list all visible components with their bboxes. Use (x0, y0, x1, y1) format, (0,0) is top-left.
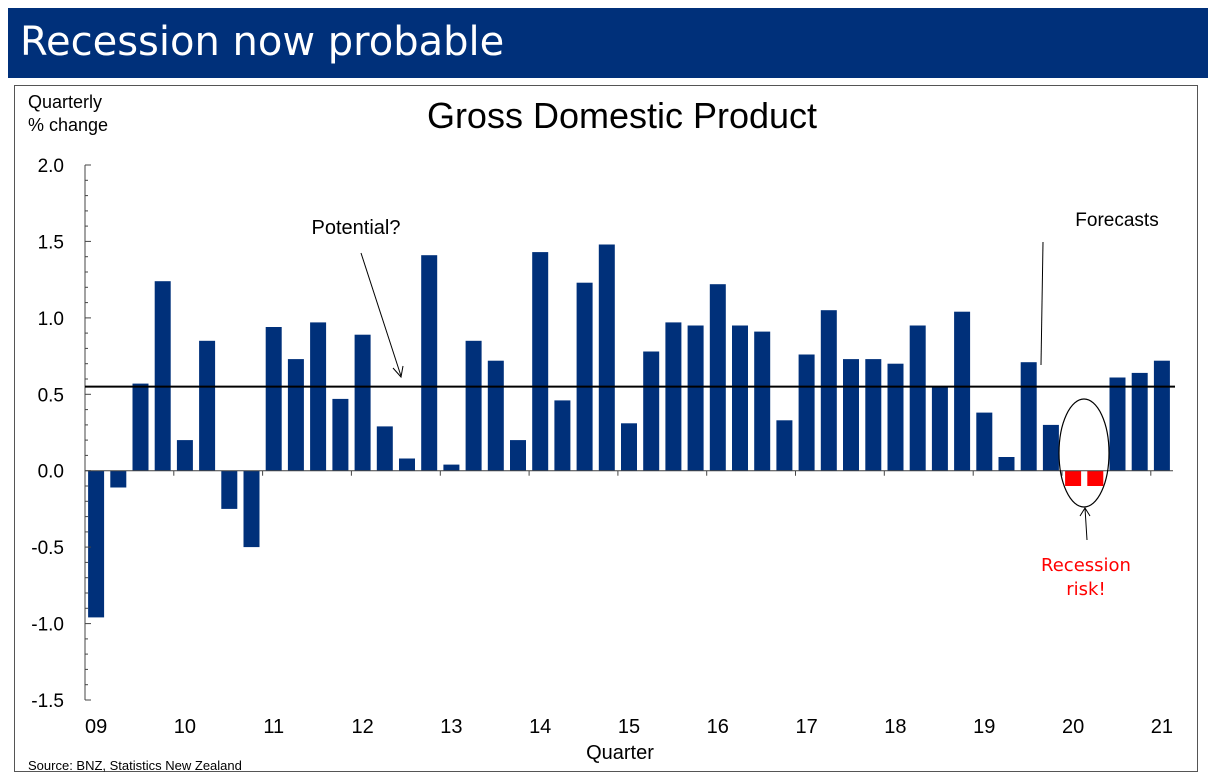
forecasts-annotation: Forecasts (1075, 210, 1158, 231)
title-banner: Recession now probable (8, 8, 1208, 78)
y-tick-label: 0.5 (38, 385, 64, 406)
x-tick-label: 21 (1151, 716, 1173, 738)
bar-12Q4 (421, 255, 438, 471)
y-tick-label: -1.5 (31, 691, 64, 712)
bar-09Q4 (154, 281, 171, 471)
y-tick-label: 2.0 (38, 156, 64, 177)
bar-16Q3 (754, 331, 771, 471)
bar-10Q1 (176, 440, 193, 471)
x-tick-label: 17 (795, 716, 817, 738)
x-tick-label: 14 (529, 716, 551, 738)
bar-13Q2 (465, 340, 482, 471)
forecasts-pointer-line (1040, 241, 1044, 366)
bar-17Q2 (820, 310, 837, 471)
bar-19Q2 (998, 457, 1015, 471)
potential-arrow-head (392, 365, 404, 379)
y-tick-label: -1.0 (31, 615, 64, 636)
bar-09Q1 (88, 470, 105, 618)
y-tick-label: 1.5 (38, 232, 64, 253)
bar-19Q3 (1020, 362, 1037, 471)
chart-title: Gross Domestic Product (427, 95, 817, 136)
bar-11Q4 (332, 398, 349, 471)
chart-frame (14, 85, 1198, 772)
recession-risk-line1: Recession (1041, 555, 1131, 576)
x-tick-label: 09 (85, 716, 107, 738)
potential-arrow-line (360, 252, 402, 377)
bar-13Q3 (487, 360, 504, 471)
bar-10Q3 (221, 470, 238, 509)
bar-17Q4 (865, 359, 882, 471)
bar-12Q2 (376, 426, 393, 471)
bar-14Q1 (532, 252, 549, 471)
bar-14Q3 (576, 282, 593, 471)
bar-15Q4 (687, 325, 704, 471)
y-axis-label-line1: Quarterly (28, 92, 102, 112)
bar-18Q4 (954, 311, 971, 471)
bar-11Q1 (265, 327, 282, 471)
recession-circle (1058, 398, 1110, 508)
y-tick-label: 0.0 (38, 462, 64, 483)
bar-14Q4 (598, 244, 615, 471)
bar-20Q4 (1131, 372, 1148, 471)
bar-18Q2 (909, 325, 926, 471)
bar-15Q3 (665, 322, 682, 471)
bar-15Q1 (621, 423, 637, 471)
bar-14Q2 (554, 400, 571, 471)
bar-19Q1 (976, 412, 993, 471)
x-tick-label: 15 (618, 716, 640, 738)
y-tick-label: -0.5 (31, 538, 64, 559)
bar-18Q1 (887, 363, 904, 471)
x-tick-label: 18 (884, 716, 906, 738)
bar-20Q2 (1087, 470, 1104, 486)
bar-09Q2 (110, 470, 127, 488)
bar-10Q2 (199, 340, 216, 471)
x-tick-label: 11 (263, 716, 284, 738)
bar-20Q3 (1109, 377, 1126, 471)
bar-13Q4 (510, 440, 526, 471)
bar-20Q1 (1065, 470, 1082, 486)
recession-arrow-line (1084, 507, 1088, 541)
x-tick-label: 20 (1062, 716, 1084, 738)
bar-12Q1 (354, 334, 371, 471)
bar-16Q1 (709, 284, 726, 471)
potential-annotation: Potential? (312, 217, 401, 239)
x-tick-label: 16 (707, 716, 729, 738)
bar-17Q1 (798, 354, 815, 471)
recession-arrow-head (1079, 507, 1091, 517)
bar-15Q2 (643, 351, 660, 471)
x-axis-label: Quarter (586, 742, 654, 764)
y-tick-label: 1.0 (38, 309, 64, 330)
bar-11Q2 (287, 359, 304, 471)
bar-10Q4 (243, 470, 260, 548)
bar-17Q3 (843, 359, 859, 471)
bar-09Q3 (132, 383, 149, 471)
bar-16Q4 (776, 420, 793, 471)
y-axis-label-line2: % change (28, 115, 108, 135)
slide-title: Recession now probable (20, 19, 505, 65)
recession-risk-line2: risk! (1066, 579, 1105, 600)
bar-12Q3 (399, 458, 415, 471)
bar-21Q1 (1153, 360, 1170, 471)
bar-13Q1 (443, 464, 460, 471)
bar-18Q3 (931, 386, 948, 471)
bar-11Q3 (310, 322, 327, 471)
x-tick-label: 10 (174, 716, 196, 738)
bar-19Q4 (1042, 424, 1059, 471)
x-tick-label: 13 (440, 716, 462, 738)
x-tick-label: 12 (351, 716, 373, 738)
source-note: Source: BNZ, Statistics New Zealand (28, 758, 242, 773)
x-tick-label: 19 (973, 716, 995, 738)
bar-16Q2 (732, 325, 748, 471)
